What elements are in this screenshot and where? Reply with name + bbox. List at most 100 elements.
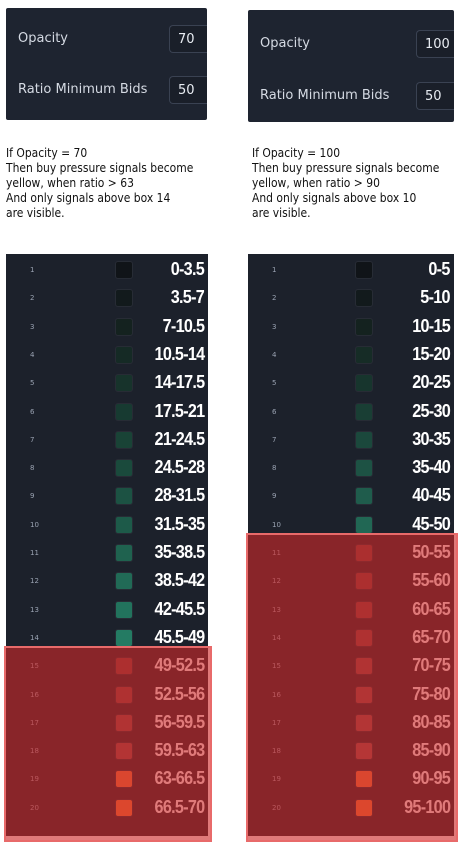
- row-number: 2: [30, 294, 35, 303]
- ratio-range-label: 45.5-49: [154, 626, 205, 647]
- color-swatch[interactable]: [356, 403, 372, 420]
- color-swatch[interactable]: [116, 290, 132, 307]
- row-number: 5: [30, 379, 35, 388]
- ratio-setting-row: Ratio Minimum Bids 50: [248, 76, 454, 116]
- color-swatch[interactable]: [116, 403, 132, 420]
- table-row: 9 40-45: [248, 482, 454, 510]
- opacity-input[interactable]: 100: [416, 30, 454, 58]
- opacity-input[interactable]: 70: [169, 25, 207, 53]
- table-row: 7 21-24.5: [6, 426, 208, 454]
- color-swatch[interactable]: [116, 375, 132, 392]
- color-swatch[interactable]: [116, 460, 132, 477]
- note-line: are visible.: [252, 205, 311, 220]
- table-row: 9 28-31.5: [6, 482, 208, 510]
- color-swatch[interactable]: [356, 346, 372, 363]
- table-row: 4 10.5-14: [6, 341, 208, 369]
- color-swatch[interactable]: [116, 601, 132, 618]
- color-swatch[interactable]: [116, 431, 132, 448]
- table-row: 1 0-5: [248, 256, 454, 284]
- ratio-range-label: 31.5-35: [154, 513, 205, 534]
- color-swatch[interactable]: [356, 375, 372, 392]
- ratio-minimum-bids-label: Ratio Minimum Bids: [260, 88, 390, 103]
- row-number: 9: [30, 492, 35, 501]
- ratio-range-label: 21-24.5: [154, 428, 205, 449]
- ratio-range-label: 14-17.5: [154, 372, 205, 393]
- row-number: 9: [272, 492, 277, 501]
- color-swatch[interactable]: [116, 545, 132, 561]
- color-swatch[interactable]: [356, 262, 372, 278]
- row-number: 2: [272, 294, 277, 303]
- table-row: 12 38.5-42: [6, 567, 208, 595]
- row-number: 7: [272, 435, 277, 444]
- color-swatch[interactable]: [116, 573, 132, 590]
- ratio-minimum-bids-input[interactable]: 50: [169, 76, 207, 104]
- note-line: If Opacity = 100: [252, 145, 341, 160]
- row-number: 10: [30, 520, 39, 529]
- color-swatch[interactable]: [356, 460, 372, 477]
- ratio-minimum-bids-input[interactable]: 50: [416, 82, 454, 110]
- color-swatch[interactable]: [116, 488, 132, 505]
- row-number: 11: [30, 549, 39, 557]
- row-number: 14: [30, 633, 39, 642]
- ratio-range-label: 7-10.5: [162, 315, 204, 336]
- table-row: 7 30-35: [248, 426, 454, 454]
- note-line: yellow, when ratio > 90: [252, 175, 380, 190]
- color-swatch[interactable]: [356, 431, 372, 448]
- visible-signals-highlight: [4, 646, 212, 842]
- note-line: yellow, when ratio > 63: [6, 175, 134, 190]
- ratio-setting-row: Ratio Minimum Bids 50: [6, 70, 207, 110]
- color-swatch[interactable]: [356, 290, 372, 307]
- color-swatch[interactable]: [116, 262, 132, 278]
- row-number: 12: [30, 577, 39, 586]
- opacity-label: Opacity: [260, 36, 311, 51]
- ratio-range-label: 0-3.5: [170, 259, 205, 279]
- table-row: 3 7-10.5: [6, 313, 208, 341]
- color-swatch[interactable]: [116, 346, 132, 363]
- ratio-range-label: 15-20: [412, 343, 451, 364]
- table-row: 8 24.5-28: [6, 454, 208, 482]
- ratio-range-label: 24.5-28: [154, 457, 205, 478]
- ratio-range-label: 38.5-42: [154, 570, 205, 591]
- table-row: 10 31.5-35: [6, 511, 208, 539]
- left-signal-table: 1 0-3.5 2 3.5-7 3 7-10.5 4 10.5-14 5 14-17.5 6 17.5…: [4, 254, 212, 842]
- table-row: 3 10-15: [248, 313, 454, 341]
- row-number: 8: [272, 464, 277, 473]
- table-row: 2 3.5-7: [6, 284, 208, 312]
- note-line: are visible.: [6, 205, 65, 220]
- ratio-range-label: 17.5-21: [154, 400, 205, 421]
- table-row: 1 0-3.5: [6, 256, 208, 284]
- table-row: 10 45-50: [248, 511, 454, 539]
- ratio-range-label: 42-45.5: [154, 598, 205, 619]
- color-swatch[interactable]: [356, 318, 372, 335]
- left-settings-panel: Opacity 70 Ratio Minimum Bids 50: [6, 8, 207, 120]
- color-swatch[interactable]: [356, 488, 372, 505]
- row-number: 1: [272, 266, 277, 274]
- note-line: And only signals above box 14: [6, 190, 171, 205]
- right-explanation-note: If Opacity = 100 Then buy pressure signa…: [252, 145, 439, 220]
- note-line: Then buy pressure signals become: [6, 160, 194, 175]
- note-line: Then buy pressure signals become: [252, 160, 440, 175]
- color-swatch[interactable]: [116, 629, 132, 646]
- row-number: 6: [30, 407, 35, 416]
- ratio-range-label: 35-40: [412, 457, 451, 478]
- note-line: If Opacity = 70: [6, 145, 88, 160]
- right-signal-table: 1 0-5 2 5-10 3 10-15 4 15-20 5 20-25 6 25-30 7 30-35 8…: [246, 254, 458, 842]
- row-number: 4: [30, 350, 35, 359]
- ratio-range-label: 25-30: [412, 400, 451, 421]
- ratio-range-label: 28-31.5: [154, 485, 205, 506]
- ratio-range-label: 5-10: [420, 287, 450, 308]
- color-swatch[interactable]: [116, 516, 132, 533]
- table-row: 5 20-25: [248, 369, 454, 397]
- color-swatch[interactable]: [356, 516, 372, 533]
- left-explanation-note: If Opacity = 70 Then buy pressure signal…: [6, 145, 193, 220]
- ratio-range-label: 20-25: [412, 372, 451, 393]
- ratio-range-label: 30-35: [412, 428, 451, 449]
- ratio-minimum-bids-label: Ratio Minimum Bids: [18, 82, 148, 97]
- color-swatch[interactable]: [116, 318, 132, 335]
- ratio-range-label: 40-45: [412, 485, 451, 506]
- row-number: 8: [30, 464, 35, 473]
- table-row: 5 14-17.5: [6, 369, 208, 397]
- table-row: 13 42-45.5: [6, 596, 208, 624]
- table-row: 8 35-40: [248, 454, 454, 482]
- table-row: 4 15-20: [248, 341, 454, 369]
